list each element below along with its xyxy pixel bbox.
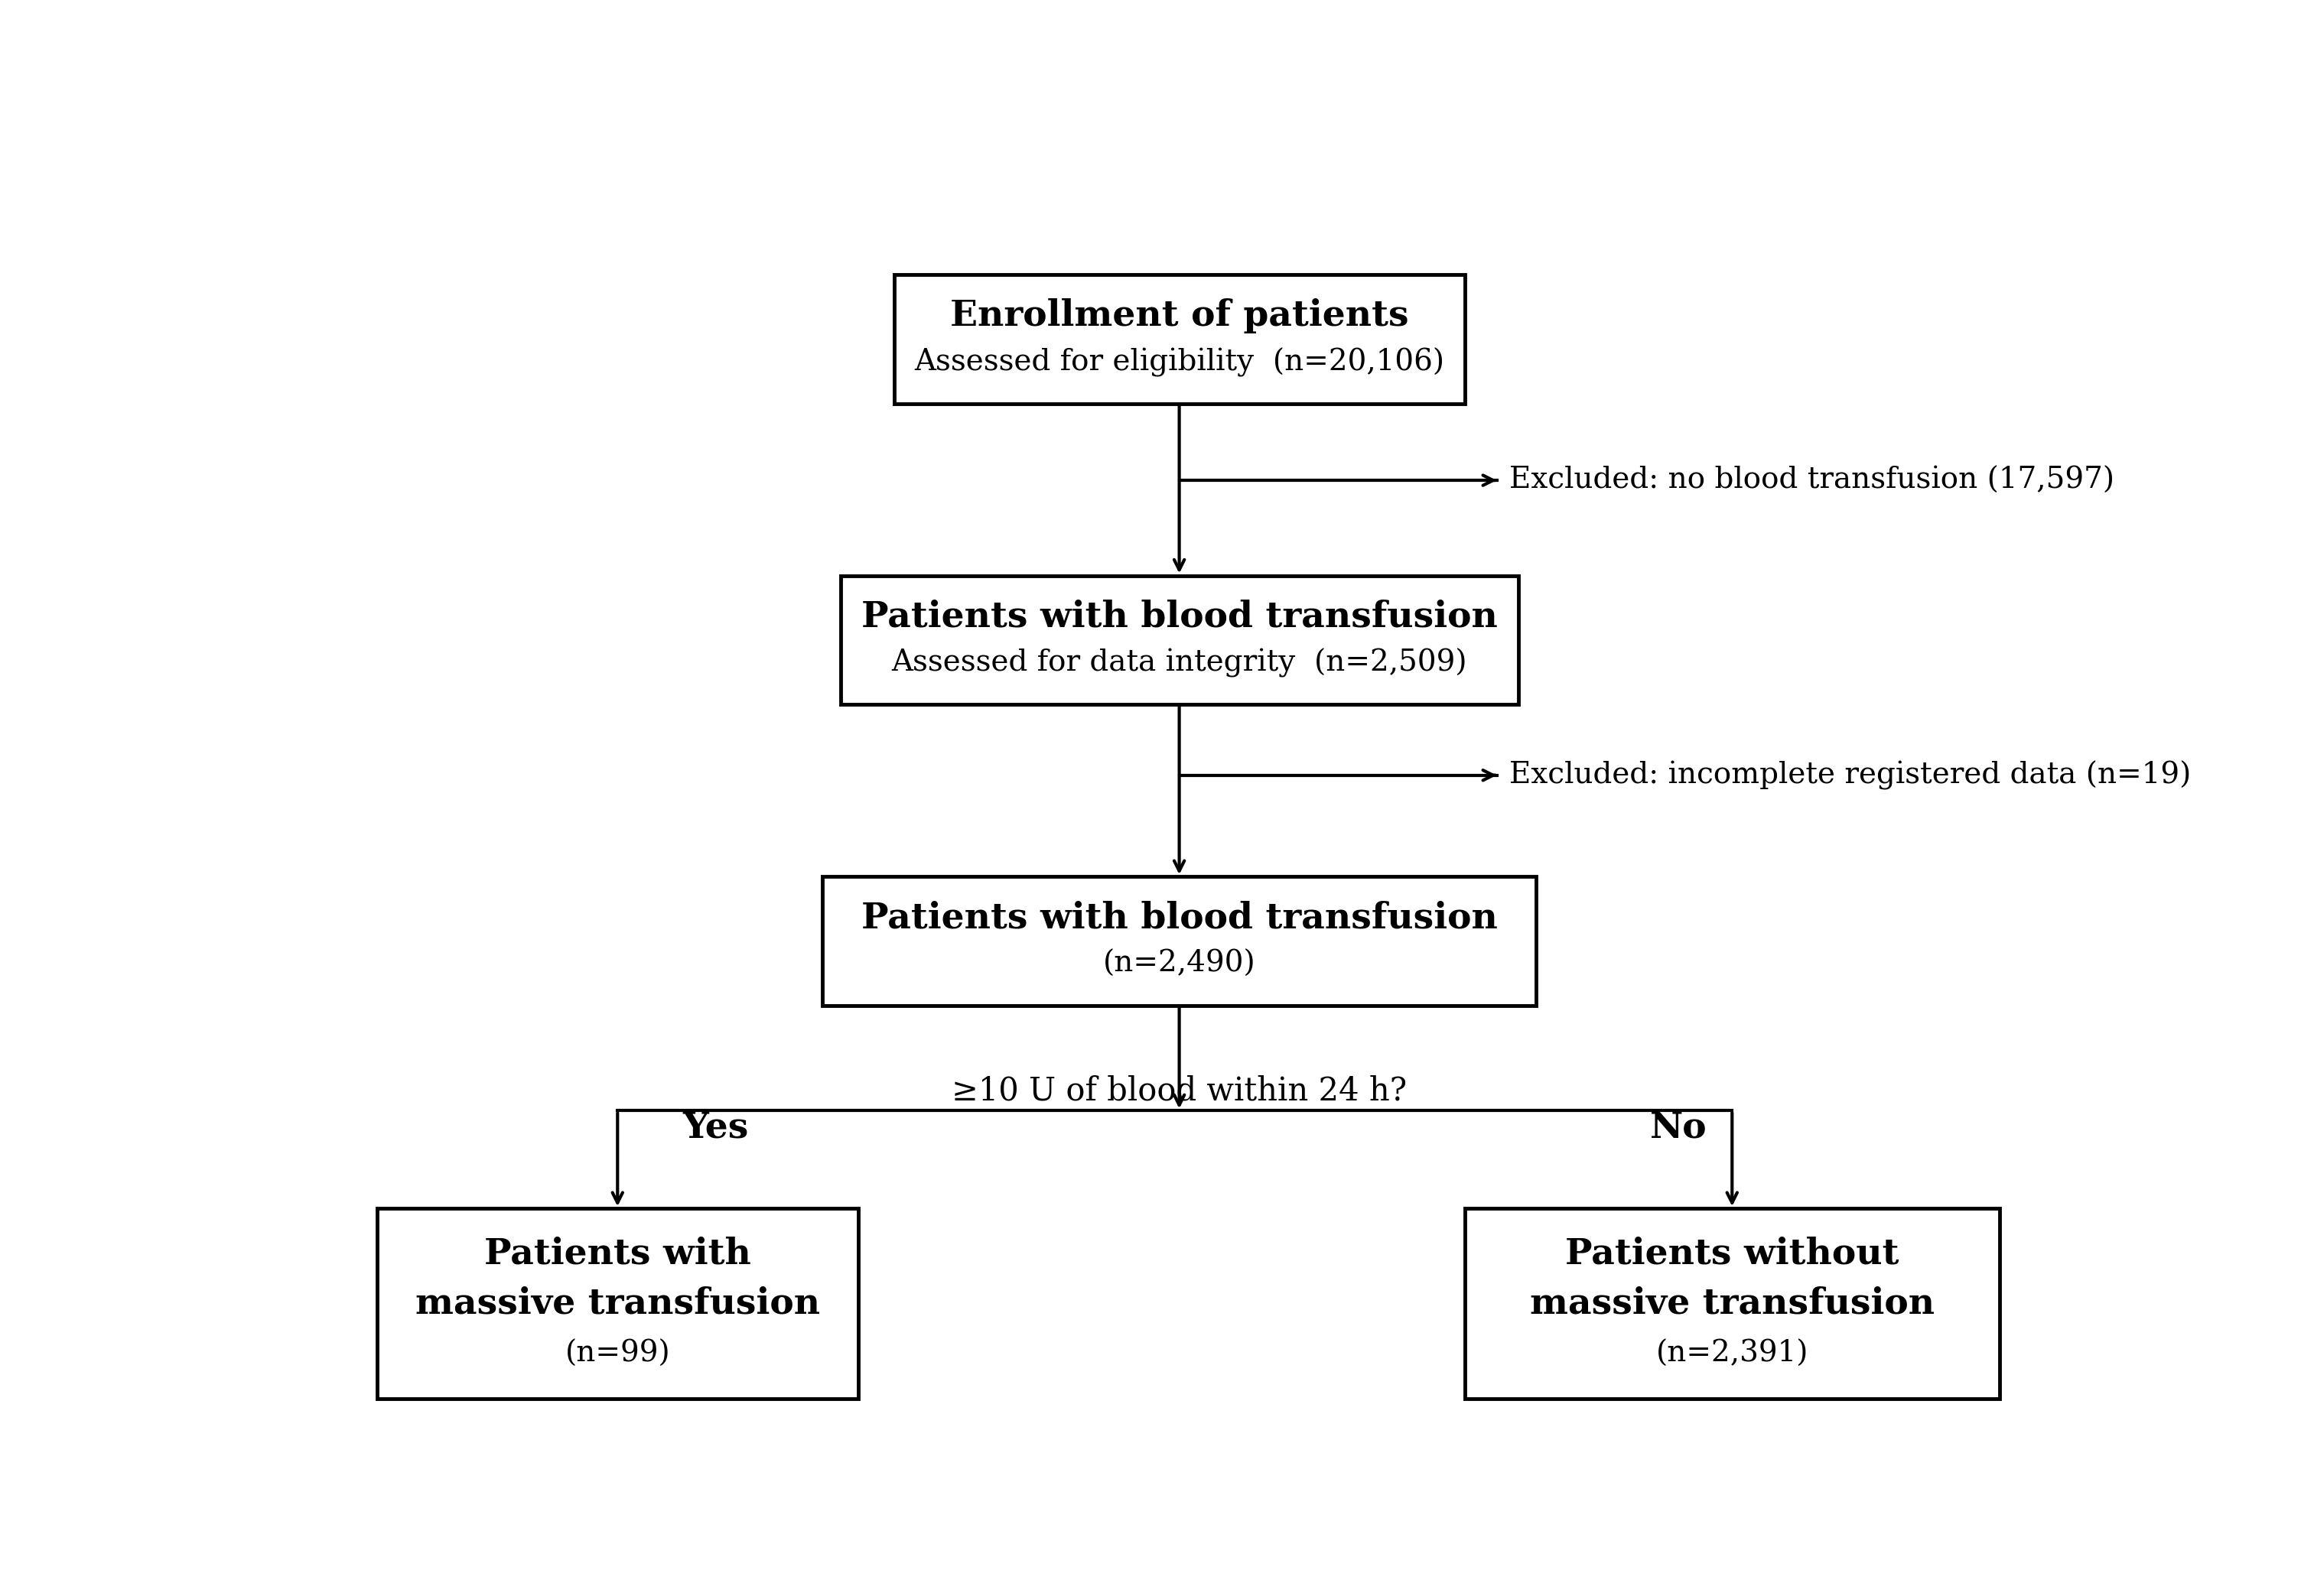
Text: massive transfusion: massive transfusion	[414, 1286, 819, 1321]
Text: Patients with: Patients with	[483, 1235, 750, 1270]
Text: (n=99): (n=99)	[564, 1339, 670, 1368]
Text: Excluded: incomplete registered data (n=19): Excluded: incomplete registered data (n=…	[1509, 761, 2191, 790]
Text: massive transfusion: massive transfusion	[1530, 1286, 1935, 1321]
FancyBboxPatch shape	[1466, 1208, 2000, 1400]
FancyBboxPatch shape	[895, 275, 1466, 404]
Text: Enrollment of patients: Enrollment of patients	[950, 298, 1408, 334]
Text: Patients with blood transfusion: Patients with blood transfusion	[861, 600, 1498, 635]
FancyBboxPatch shape	[377, 1208, 858, 1400]
Text: Patients with blood transfusion: Patients with blood transfusion	[861, 900, 1498, 935]
Text: (n=2,490): (n=2,490)	[1102, 950, 1256, 978]
Text: Yes: Yes	[683, 1111, 748, 1146]
Text: ≥10 U of blood within 24 h?: ≥10 U of blood within 24 h?	[953, 1076, 1406, 1108]
Text: Assessed for data integrity  (n=2,509): Assessed for data integrity (n=2,509)	[890, 648, 1468, 678]
Text: Assessed for eligibility  (n=20,106): Assessed for eligibility (n=20,106)	[913, 348, 1445, 377]
Text: No: No	[1650, 1111, 1707, 1146]
Text: (n=2,391): (n=2,391)	[1657, 1339, 1809, 1368]
Text: Patients without: Patients without	[1565, 1235, 1898, 1270]
FancyBboxPatch shape	[840, 576, 1519, 704]
Text: Excluded: no blood transfusion (17,597): Excluded: no blood transfusion (17,597)	[1509, 466, 2115, 495]
FancyBboxPatch shape	[824, 876, 1537, 1005]
